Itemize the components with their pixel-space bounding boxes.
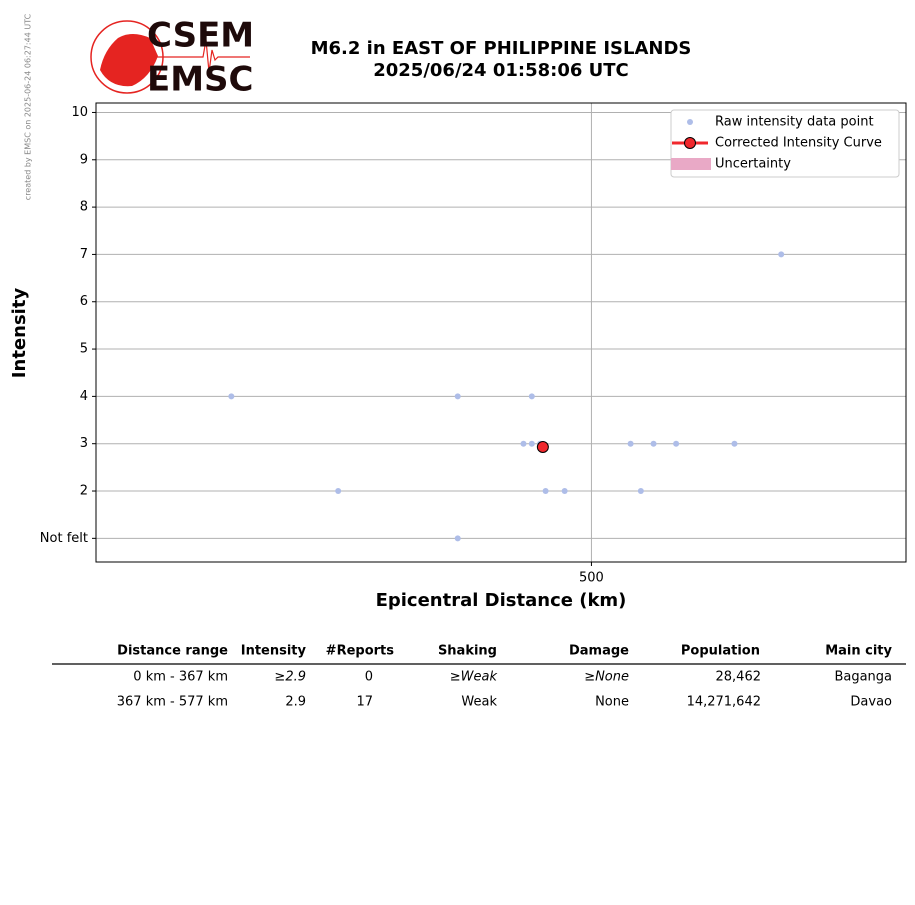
legend-label: Uncertainty xyxy=(715,157,791,172)
y-tick-label: 4 xyxy=(80,389,88,404)
table-header: Main city xyxy=(825,644,892,659)
table-cell: 2.9 xyxy=(285,695,306,710)
table-cell: 367 km - 577 km xyxy=(117,695,228,710)
legend-label: Corrected Intensity Curve xyxy=(715,136,882,151)
table-cell: 14,271,642 xyxy=(687,695,761,710)
legend-swatch xyxy=(671,158,711,170)
logo-text: CSEM xyxy=(147,16,254,56)
data-point xyxy=(673,440,680,447)
table-header: #Reports xyxy=(326,644,395,659)
legend-label: Raw intensity data point xyxy=(715,115,874,130)
legend: Raw intensity data point Corrected Intens… xyxy=(670,109,900,178)
data-point xyxy=(650,440,657,447)
data-point xyxy=(731,440,738,447)
watermark: created by EMSC on 2025-06-24 06:27:44 U… xyxy=(24,13,33,200)
table-cell: 28,462 xyxy=(716,670,762,685)
table-cell: None xyxy=(595,695,629,710)
curve-point xyxy=(536,441,549,454)
data-point xyxy=(528,393,535,400)
table-header: Intensity xyxy=(241,644,307,659)
y-tick-label: 5 xyxy=(80,342,88,357)
data-point xyxy=(637,488,644,495)
table-cell: 0 km - 367 km xyxy=(133,670,228,685)
data-point xyxy=(778,251,785,258)
table-cell: 0 xyxy=(365,670,373,685)
data-point xyxy=(542,488,549,495)
chart-title: M6.2 in EAST OF PHILIPPINE ISLANDS xyxy=(311,38,692,59)
x-axis-label: Epicentral Distance (km) xyxy=(376,590,627,611)
y-tick-label: 9 xyxy=(80,152,88,167)
data-point xyxy=(561,488,568,495)
y-tick-label: 3 xyxy=(80,436,88,451)
data-point xyxy=(627,440,634,447)
table-cell: ≥2.9 xyxy=(274,670,306,685)
table-header: Damage xyxy=(569,644,629,659)
chart-subtitle: 2025/06/24 01:58:06 UTC xyxy=(373,60,629,81)
table-cell: Weak xyxy=(461,695,497,710)
table-cell: 17 xyxy=(356,695,373,710)
table-cell: ≥None xyxy=(584,670,629,685)
table-cell: Davao xyxy=(850,695,892,710)
plot-frame xyxy=(95,102,907,563)
x-tick-label: 500 xyxy=(579,571,604,586)
legend-box xyxy=(670,109,900,178)
legend-swatch xyxy=(684,137,696,149)
y-tick-label: Not felt xyxy=(40,531,88,546)
y-tick-label: 8 xyxy=(80,200,88,215)
data-point xyxy=(520,440,527,447)
table-cell: ≥Weak xyxy=(450,670,498,685)
y-tick-label: 10 xyxy=(71,105,88,120)
table-header: Shaking xyxy=(438,644,497,659)
y-tick-label: 7 xyxy=(80,247,88,262)
data-point xyxy=(528,440,535,447)
data-point xyxy=(454,393,461,400)
logo-text: EMSC xyxy=(147,60,254,100)
data-point xyxy=(454,535,461,542)
table-header: Distance range xyxy=(117,644,228,659)
y-axis-label: Intensity xyxy=(9,288,30,379)
data-point xyxy=(335,488,342,495)
logo: CSEM EMSC xyxy=(90,16,254,100)
table-header: Population xyxy=(681,644,760,659)
table-cell: Baganga xyxy=(834,670,892,685)
legend-swatch xyxy=(687,119,693,125)
data-point xyxy=(228,393,235,400)
y-tick-label: 2 xyxy=(80,484,88,499)
y-tick-label: 6 xyxy=(80,294,88,309)
